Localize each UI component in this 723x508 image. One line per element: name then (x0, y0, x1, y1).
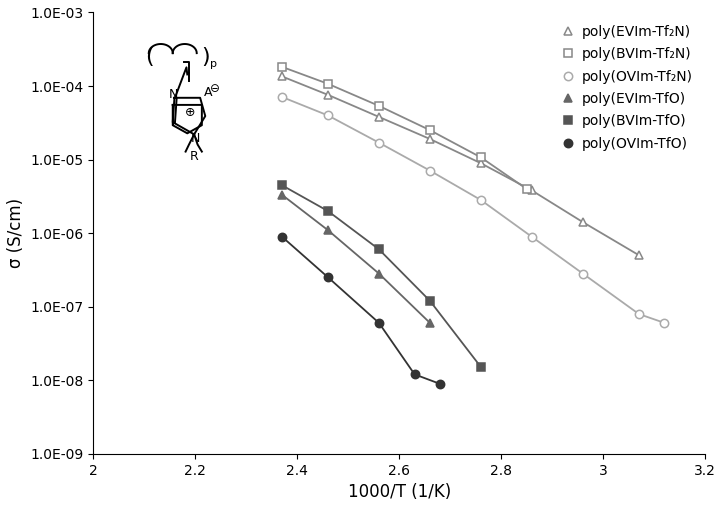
poly(OVIm-TfO) (436, 381, 445, 387)
Line: poly(OVIm-Tf₂N): poly(OVIm-Tf₂N) (278, 93, 669, 327)
poly(EVIm-TfO) (278, 192, 286, 198)
poly(EVIm-Tf₂N) (324, 92, 333, 98)
poly(BVIm-TfO) (278, 182, 286, 188)
poly(BVIm-TfO) (375, 246, 383, 252)
Line: poly(EVIm-Tf₂N): poly(EVIm-Tf₂N) (278, 72, 643, 260)
Y-axis label: σ (S/cm): σ (S/cm) (7, 198, 25, 268)
poly(BVIm-Tf₂N) (324, 81, 333, 87)
poly(OVIm-Tf₂N) (426, 168, 435, 174)
poly(OVIm-Tf₂N) (635, 311, 643, 317)
poly(EVIm-TfO) (375, 271, 383, 277)
poly(EVIm-Tf₂N) (578, 219, 587, 225)
poly(OVIm-TfO) (324, 274, 333, 280)
poly(BVIm-TfO) (476, 364, 485, 370)
poly(EVIm-Tf₂N) (528, 187, 536, 194)
poly(EVIm-TfO) (426, 320, 435, 326)
poly(OVIm-Tf₂N) (578, 271, 587, 277)
Line: poly(EVIm-TfO): poly(EVIm-TfO) (278, 190, 434, 327)
poly(BVIm-Tf₂N) (278, 64, 286, 70)
poly(BVIm-TfO) (324, 208, 333, 214)
Line: poly(BVIm-Tf₂N): poly(BVIm-Tf₂N) (278, 62, 531, 193)
Line: poly(BVIm-TfO): poly(BVIm-TfO) (278, 181, 485, 371)
poly(OVIm-Tf₂N) (324, 112, 333, 118)
Legend: poly(EVIm-Tf₂N), poly(BVIm-Tf₂N), poly(OVIm-Tf₂N), poly(EVIm-TfO), poly(BVIm-TfO: poly(EVIm-Tf₂N), poly(BVIm-Tf₂N), poly(O… (555, 19, 698, 156)
poly(BVIm-Tf₂N) (426, 127, 435, 133)
poly(OVIm-TfO) (375, 320, 383, 326)
poly(EVIm-Tf₂N) (278, 73, 286, 79)
poly(OVIm-Tf₂N) (375, 140, 383, 146)
poly(EVIm-Tf₂N) (635, 252, 643, 258)
poly(BVIm-Tf₂N) (375, 103, 383, 109)
poly(EVIm-Tf₂N) (476, 160, 485, 166)
poly(BVIm-TfO) (426, 298, 435, 304)
Line: poly(OVIm-TfO): poly(OVIm-TfO) (278, 233, 444, 388)
poly(EVIm-Tf₂N) (426, 136, 435, 142)
poly(EVIm-TfO) (324, 227, 333, 233)
poly(BVIm-Tf₂N) (523, 186, 531, 192)
poly(OVIm-TfO) (410, 371, 419, 377)
poly(OVIm-Tf₂N) (278, 94, 286, 100)
poly(EVIm-Tf₂N) (375, 114, 383, 120)
poly(BVIm-Tf₂N) (476, 154, 485, 161)
poly(OVIm-Tf₂N) (476, 197, 485, 203)
poly(OVIm-Tf₂N) (660, 320, 669, 326)
X-axis label: 1000/T (1/K): 1000/T (1/K) (348, 483, 451, 501)
poly(OVIm-Tf₂N) (528, 234, 536, 240)
poly(OVIm-TfO) (278, 234, 286, 240)
